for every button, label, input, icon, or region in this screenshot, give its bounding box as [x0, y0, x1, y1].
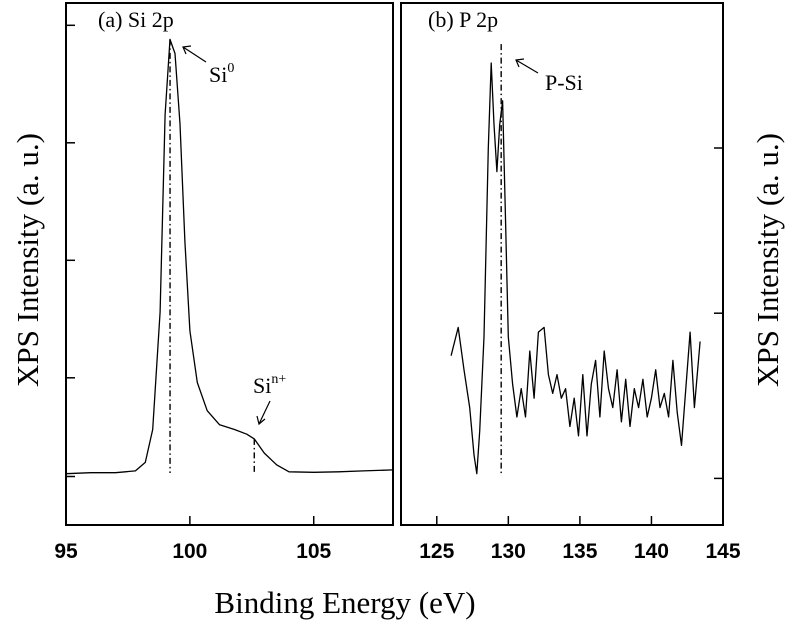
y-axis-label-right: XPS Intensity (a. u.)	[750, 133, 785, 387]
x-tick-label-b: 145	[705, 540, 740, 563]
svg-text:Sin+: Sin+	[253, 372, 286, 398]
ticks-b	[436, 147, 724, 525]
reference-lines-a	[169, 39, 255, 473]
ticks-a	[65, 24, 315, 525]
si0-label-sup: 0	[227, 61, 234, 76]
x-tick-label-a: 95	[54, 540, 78, 563]
si-2p-spectrum-line	[65, 38, 394, 475]
x-tick-labels-b: 125 130 135 140 145	[419, 540, 741, 563]
si0-label-base: Si	[209, 62, 227, 87]
x-tick-label-b: 125	[419, 540, 454, 563]
sin-annotation: Sin+	[253, 372, 286, 426]
sin-label-base: Si	[253, 373, 271, 398]
x-tick-label-b: 135	[562, 540, 597, 563]
plot-frame-b	[400, 2, 724, 526]
p-si-annotation: P-Si	[515, 58, 583, 95]
x-tick-label-a: 100	[172, 540, 207, 563]
svg-text:Si0: Si0	[209, 61, 234, 87]
x-tick-label-b: 130	[491, 540, 526, 563]
x-tick-labels-a: 95 100 105	[54, 540, 331, 563]
panel-label-a: (a) Si 2p	[98, 7, 174, 32]
x-tick-label-a: 105	[296, 540, 331, 563]
panel-si-2p: 95 100 105 (a) Si 2p Si0 Sin+	[54, 2, 394, 563]
p-2p-spectrum-line	[450, 62, 701, 475]
x-tick-label-b: 140	[634, 540, 669, 563]
p-si-label: P-Si	[545, 70, 583, 95]
sin-label-sup: n+	[271, 372, 286, 387]
panel-label-b: (b) P 2p	[428, 7, 498, 32]
panel-p-2p: 125 130 135 140 145 (b) P 2p P-Si	[400, 2, 741, 563]
plot-frame-a	[65, 2, 394, 526]
y-axis-label-left: XPS Intensity (a. u.)	[10, 133, 45, 387]
si0-annotation: Si0	[182, 45, 234, 87]
x-axis-label: Binding Energy (eV)	[214, 585, 475, 620]
